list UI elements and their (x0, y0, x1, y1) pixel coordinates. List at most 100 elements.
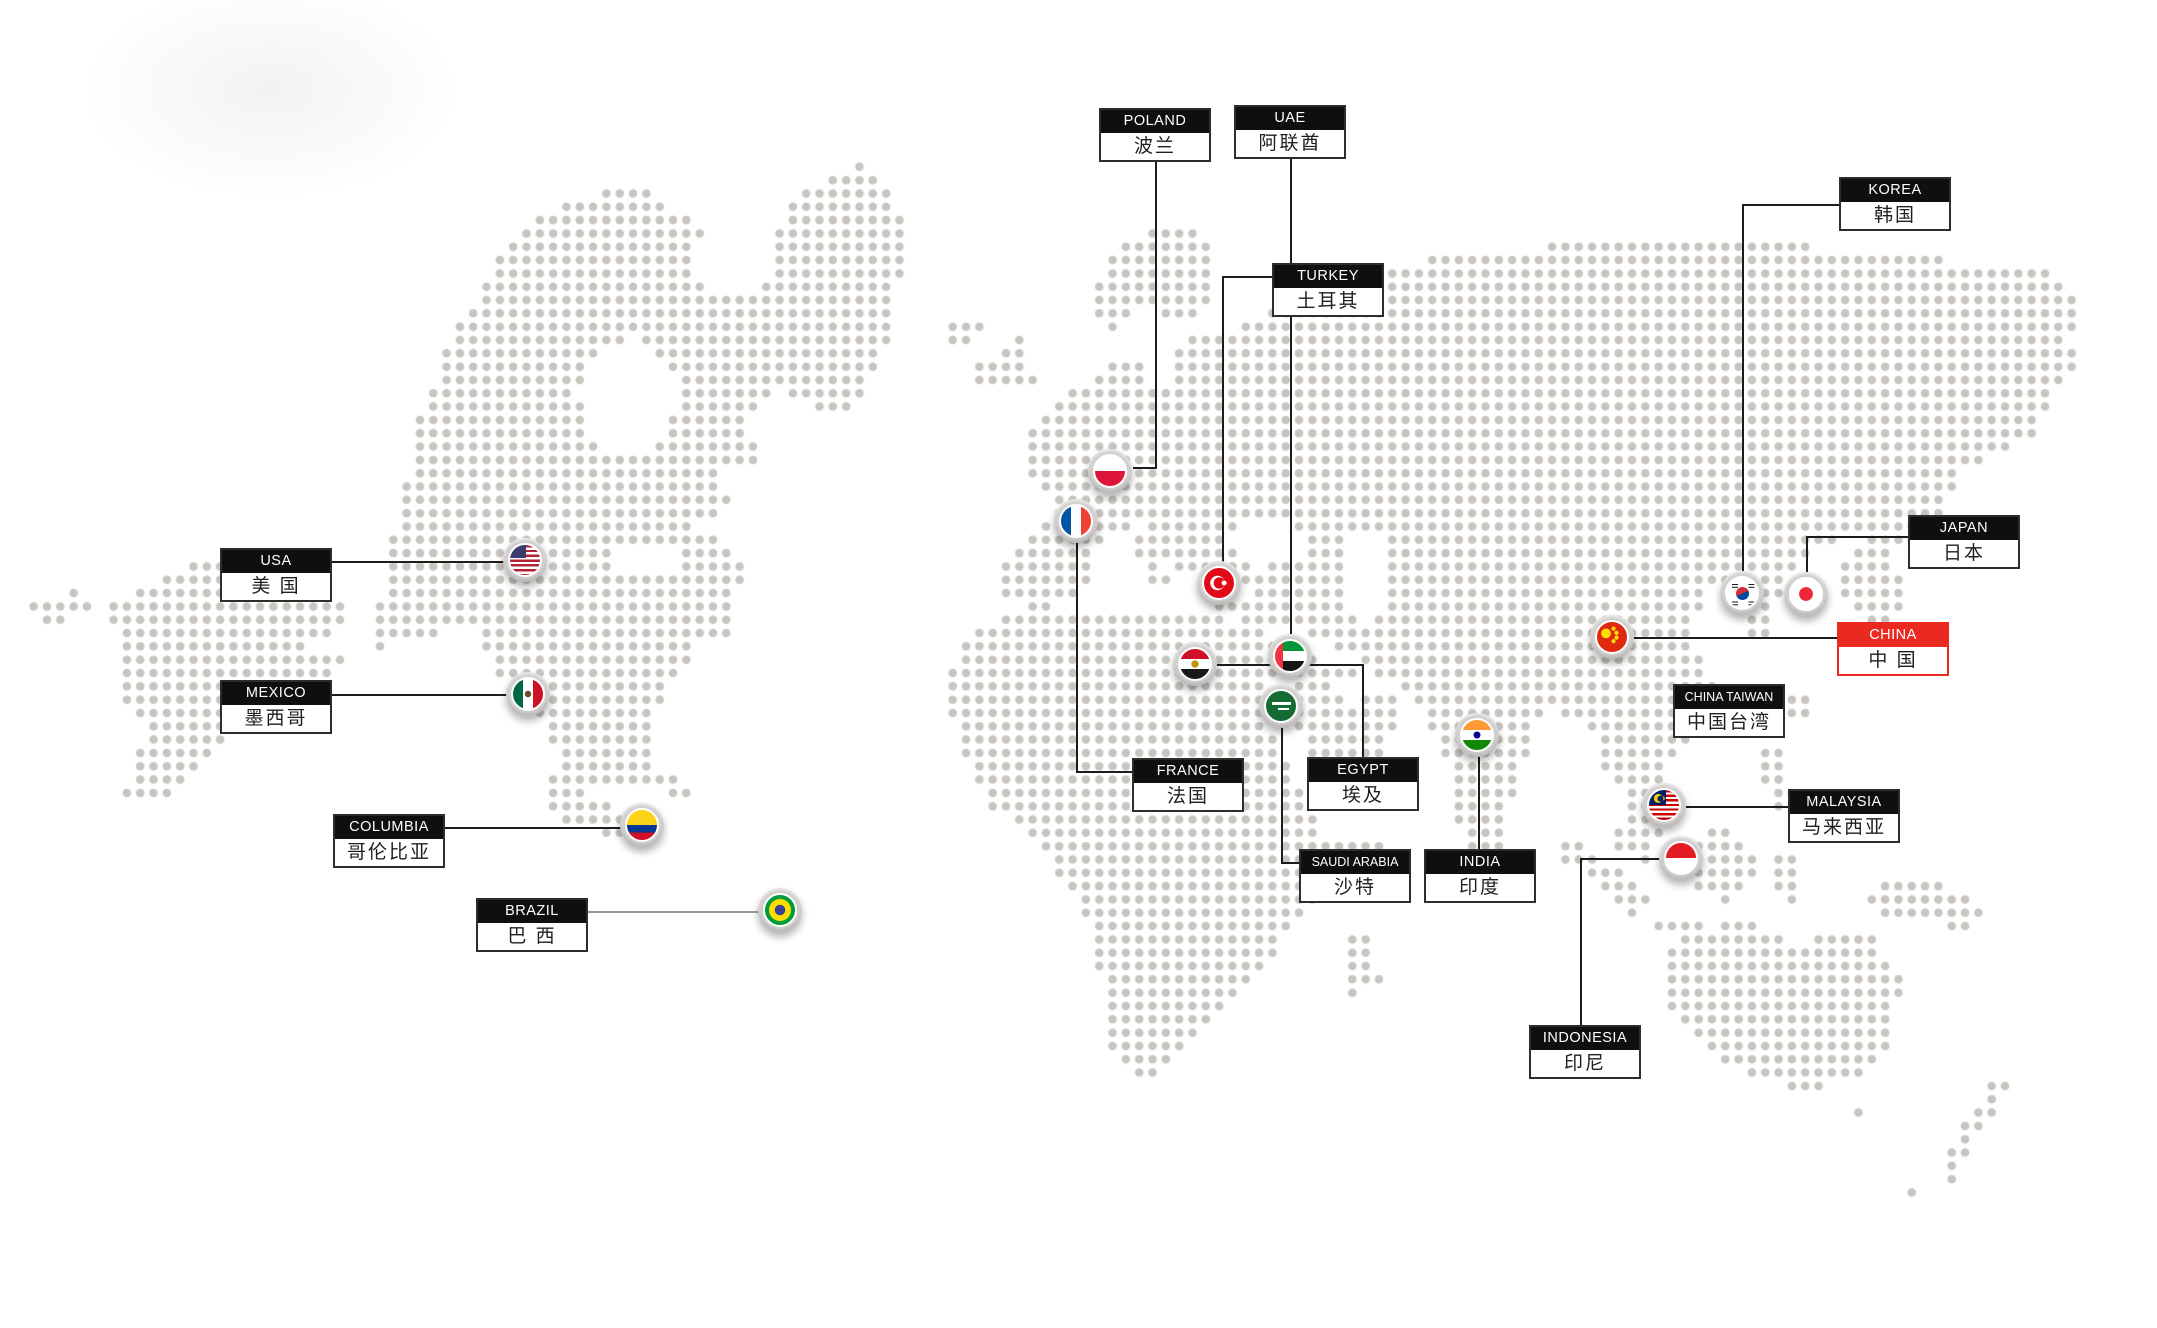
connector-line-korea-0 (1742, 204, 1839, 206)
label-japan: JAPAN 日本 (1908, 515, 2020, 569)
label-turkey: TURKEY 土耳其 (1272, 263, 1384, 317)
label-china-taiwan-name-zh: 中国台湾 (1675, 709, 1783, 736)
label-korea-name-en: KOREA (1841, 179, 1949, 202)
marker-japan[interactable] (1784, 572, 1828, 616)
marker-indonesia[interactable] (1659, 836, 1703, 880)
connector-line-saudi-arabia-1 (1281, 862, 1299, 864)
label-japan-name-en: JAPAN (1910, 517, 2018, 540)
label-usa: USA 美 国 (220, 548, 332, 602)
marker-columbia[interactable] (620, 803, 664, 847)
label-usa-name-en: USA (222, 550, 330, 573)
indonesia-flag-icon (1664, 841, 1698, 875)
columbia-flag-icon (625, 808, 659, 842)
connector-line-uae-0 (1290, 157, 1292, 634)
marker-india[interactable] (1455, 713, 1499, 757)
egypt-flag-icon (1178, 647, 1212, 681)
korea-flag-icon (1725, 576, 1759, 610)
connector-line-saudi-arabia-0 (1281, 727, 1283, 864)
label-columbia: COLUMBIA 哥伦比亚 (333, 814, 445, 868)
label-france: FRANCE 法国 (1132, 758, 1244, 812)
label-uae: UAE 阿联酋 (1234, 105, 1346, 159)
label-india-name-zh: 印度 (1426, 874, 1534, 901)
china-flag-icon (1595, 620, 1629, 654)
label-france-name-zh: 法国 (1134, 783, 1242, 810)
connector-line-malaysia-0 (1686, 806, 1788, 808)
label-brazil: BRAZIL 巴 西 (476, 898, 588, 952)
connector-line-japan-1 (1806, 536, 1808, 572)
label-brazil-name-zh: 巴 西 (478, 923, 586, 950)
mexico-flag-icon (511, 677, 545, 711)
label-malaysia-name-en: MALAYSIA (1790, 791, 1898, 814)
label-poland: POLAND 波兰 (1099, 108, 1211, 162)
label-korea-name-zh: 韩国 (1841, 202, 1949, 229)
connector-line-usa-0 (331, 561, 504, 563)
poland-flag-icon (1093, 454, 1127, 488)
india-flag-icon (1460, 718, 1494, 752)
label-france-name-en: FRANCE (1134, 760, 1242, 783)
label-mexico: MEXICO 墨西哥 (220, 680, 332, 734)
connector-line-poland-0 (1155, 160, 1157, 468)
label-china-name-en: CHINA (1839, 624, 1947, 647)
uae-flag-icon (1273, 639, 1307, 673)
label-japan-name-zh: 日本 (1910, 540, 2018, 567)
label-egypt-name-en: EGYPT (1309, 759, 1417, 782)
marker-france[interactable] (1054, 499, 1098, 543)
label-egypt: EGYPT 埃及 (1307, 757, 1419, 811)
connector-line-mexico-0 (331, 694, 507, 696)
connector-line-poland-1 (1133, 467, 1157, 469)
brazil-flag-icon (763, 893, 797, 927)
label-india: INDIA 印度 (1424, 849, 1536, 903)
connector-line-japan-0 (1806, 536, 1908, 538)
label-columbia-name-en: COLUMBIA (335, 816, 443, 839)
marker-poland[interactable] (1088, 449, 1132, 493)
label-saudi-arabia-name-en: SAUDI ARABIA (1301, 851, 1409, 874)
usa-flag-icon (508, 543, 542, 577)
connector-line-columbia-0 (444, 827, 621, 829)
label-saudi-arabia-name-zh: 沙特 (1301, 874, 1409, 901)
marker-saudi-arabia[interactable] (1259, 684, 1303, 728)
label-indonesia-name-zh: 印尼 (1531, 1050, 1639, 1077)
label-mexico-name-en: MEXICO (222, 682, 330, 705)
label-china: CHINA 中 国 (1837, 622, 1949, 676)
label-indonesia-name-en: INDONESIA (1531, 1027, 1639, 1050)
marker-korea[interactable] (1720, 571, 1764, 615)
connector-line-korea-1 (1742, 204, 1744, 571)
marker-china[interactable] (1590, 615, 1634, 659)
label-egypt-name-zh: 埃及 (1309, 782, 1417, 809)
marker-egypt[interactable] (1173, 642, 1217, 686)
label-malaysia-name-zh: 马来西亚 (1790, 814, 1898, 841)
label-china-name-zh: 中 国 (1839, 647, 1947, 674)
label-malaysia: MALAYSIA 马来西亚 (1788, 789, 1900, 843)
marker-turkey[interactable] (1197, 561, 1241, 605)
connector-line-france-0 (1076, 542, 1078, 773)
marker-mexico[interactable] (506, 672, 550, 716)
malaysia-flag-icon (1647, 788, 1681, 822)
saudi-arabia-flag-icon (1264, 689, 1298, 723)
label-mexico-name-zh: 墨西哥 (222, 705, 330, 732)
marker-brazil[interactable] (758, 888, 802, 932)
label-poland-name-zh: 波兰 (1101, 133, 1209, 160)
japan-flag-icon (1789, 577, 1823, 611)
label-uae-name-en: UAE (1236, 107, 1344, 130)
label-uae-name-zh: 阿联酋 (1236, 130, 1344, 157)
label-india-name-en: INDIA (1426, 851, 1534, 874)
label-china-taiwan-name-en: CHINA TAIWAN (1675, 686, 1783, 709)
label-turkey-name-zh: 土耳其 (1274, 288, 1382, 315)
label-korea: KOREA 韩国 (1839, 177, 1951, 231)
label-indonesia: INDONESIA 印尼 (1529, 1025, 1641, 1079)
connector-line-indonesia-0 (1580, 858, 1660, 860)
connector-line-france-1 (1076, 771, 1132, 773)
marker-usa[interactable] (503, 538, 547, 582)
connector-line-indonesia-1 (1580, 858, 1582, 1025)
label-saudi-arabia: SAUDI ARABIA 沙特 (1299, 849, 1411, 903)
label-brazil-name-en: BRAZIL (478, 900, 586, 923)
label-turkey-name-en: TURKEY (1274, 265, 1382, 288)
connector-line-egypt-1 (1362, 664, 1364, 757)
marker-malaysia[interactable] (1642, 783, 1686, 827)
marker-uae[interactable] (1268, 634, 1312, 678)
label-poland-name-en: POLAND (1101, 110, 1209, 133)
connector-line-turkey-0 (1222, 276, 1272, 278)
label-usa-name-zh: 美 国 (222, 573, 330, 600)
